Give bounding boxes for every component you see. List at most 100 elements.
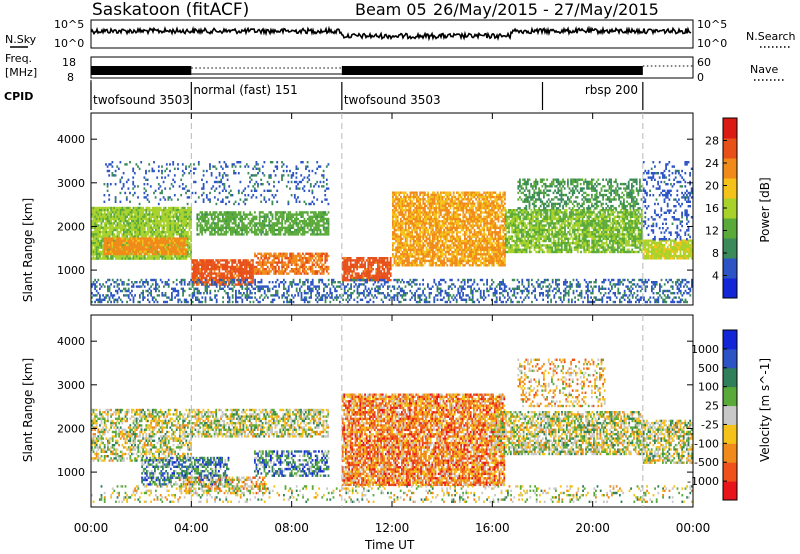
data-cell: [176, 224, 178, 226]
data-cell: [107, 251, 109, 253]
data-cell: [153, 242, 155, 244]
data-cell: [129, 257, 131, 259]
data-cell: [189, 227, 191, 229]
data-cell: [244, 266, 246, 268]
data-cell: [166, 216, 168, 218]
data-cell: [115, 242, 117, 244]
data-cell: [99, 253, 101, 255]
data-cell: [153, 209, 155, 211]
data-cell: [166, 218, 168, 220]
data-cell: [164, 253, 166, 255]
data-cell: [142, 213, 144, 215]
data-cell: [109, 231, 111, 233]
data-cell: [150, 218, 152, 220]
data-cell: [173, 224, 175, 226]
data-cell: [212, 268, 214, 270]
data-cell: [125, 229, 127, 231]
data-cell: [115, 257, 117, 259]
data-cell: [171, 231, 173, 233]
data-cell: [163, 251, 165, 253]
data-cell: [174, 253, 176, 255]
data-cell: [206, 216, 208, 218]
data-cell: [99, 207, 101, 209]
data-cell: [163, 218, 165, 220]
data-cell: [185, 216, 187, 218]
data-cell: [233, 261, 235, 263]
data-cell: [184, 244, 186, 246]
data-cell: [121, 213, 123, 215]
data-cell: [129, 244, 131, 246]
data-cell: [219, 213, 221, 215]
data-cell: [97, 235, 99, 237]
data-cell: [101, 242, 103, 244]
data-cell: [104, 255, 106, 257]
data-cell: [230, 227, 232, 229]
data-cell: [182, 229, 184, 231]
data-cell: [161, 255, 163, 257]
data-cell: [150, 209, 152, 211]
data-cell: [230, 266, 232, 268]
data-cell: [217, 266, 219, 268]
data-cell: [134, 216, 136, 218]
data-cell: [132, 240, 134, 242]
data-cell: [230, 216, 232, 218]
data-cell: [133, 211, 135, 213]
data-cell: [216, 231, 218, 233]
data-cell: [171, 251, 173, 253]
data-cell: [118, 231, 120, 233]
data-cell: [220, 211, 222, 213]
data-cell: [161, 218, 163, 220]
data-cell: [174, 237, 176, 239]
data-cell: [105, 257, 107, 259]
data-cell: [96, 209, 98, 211]
data-cell: [96, 244, 98, 246]
data-cell: [141, 257, 143, 259]
data-cell: [109, 213, 111, 215]
data-cell: [97, 218, 99, 220]
data-cell: [110, 233, 112, 235]
data-cell: [121, 255, 123, 257]
data-cell: [228, 213, 230, 215]
data-cell: [126, 251, 128, 253]
data-cell: [126, 246, 128, 248]
data-cell: [118, 233, 120, 235]
data-cell: [107, 246, 109, 248]
data-cell: [233, 268, 235, 270]
data-cell: [219, 211, 221, 213]
data-cell: [96, 231, 98, 233]
data-cell: [144, 216, 146, 218]
data-cell: [102, 209, 104, 211]
data-cell: [165, 231, 167, 233]
data-cell: [117, 233, 119, 235]
data-cell: [217, 231, 219, 233]
data-cell: [120, 209, 122, 211]
data-cell: [115, 216, 117, 218]
data-cell: [123, 248, 125, 250]
data-cell: [110, 222, 112, 224]
data-cell: [212, 227, 214, 229]
data-cell: [120, 218, 122, 220]
data-cell: [174, 220, 176, 222]
data-cell: [123, 246, 125, 248]
data-cell: [153, 253, 155, 255]
data-cell: [247, 264, 249, 266]
data-cell: [94, 229, 96, 231]
data-cell: [172, 240, 174, 242]
data-cell: [129, 251, 131, 253]
data-cell: [184, 240, 186, 242]
data-cell: [168, 216, 170, 218]
data-cell: [225, 216, 227, 218]
data-cell: [236, 268, 238, 270]
data-cell: [239, 272, 241, 274]
data-cell: [233, 270, 235, 272]
data-cell: [142, 257, 144, 259]
data-cell: [141, 209, 143, 211]
data-cell: [137, 251, 139, 253]
data-cell: [144, 222, 146, 224]
data-cell: [150, 229, 152, 231]
data-cell: [219, 227, 221, 229]
data-cell: [196, 233, 198, 235]
data-cell: [199, 270, 201, 272]
data-cell: [206, 211, 208, 213]
data-cell: [158, 257, 160, 259]
